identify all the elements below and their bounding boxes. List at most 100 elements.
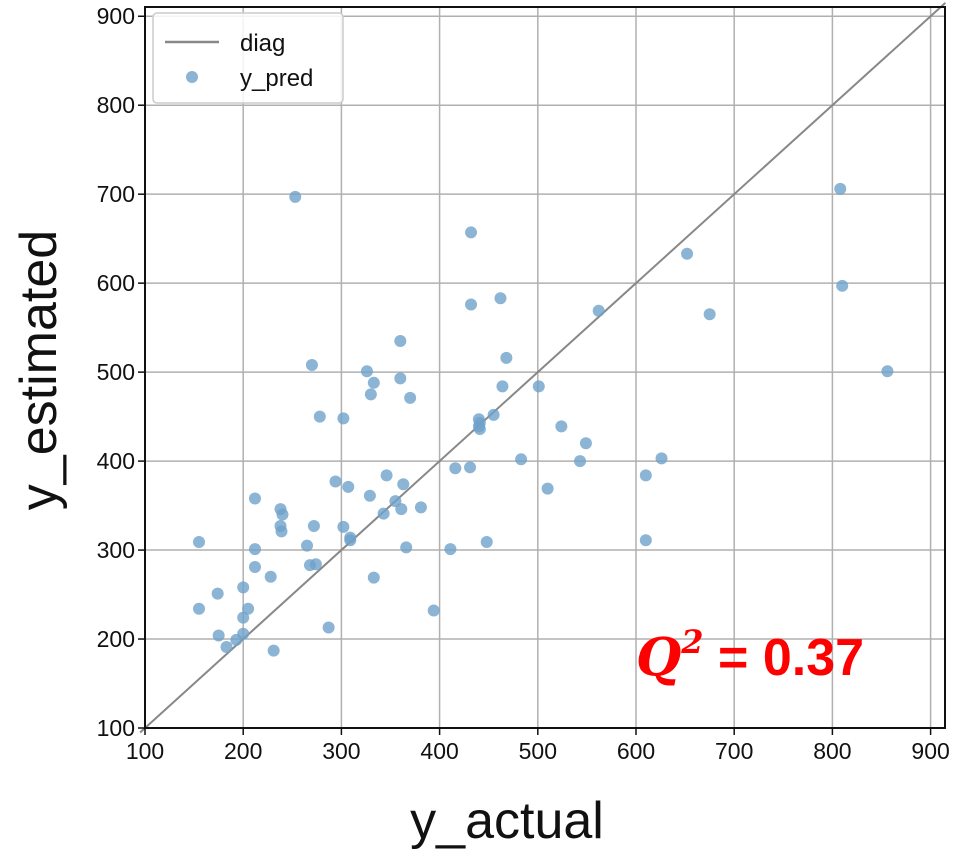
y-pred-point-17 <box>404 391 417 404</box>
y-tick-label-700: 700 <box>97 181 135 207</box>
y-pred-point-37 <box>342 480 355 493</box>
data-points <box>193 182 894 657</box>
y-pred-point-36 <box>329 475 342 488</box>
y-pred-point-29 <box>449 462 462 475</box>
y-pred-point-45 <box>395 503 408 516</box>
x-tick-label-200: 200 <box>224 738 262 764</box>
y-tick-label-100: 100 <box>97 715 135 741</box>
y-pred-point-71 <box>427 604 440 617</box>
y-pred-point-70 <box>237 611 250 624</box>
y-pred-point-55 <box>248 543 261 556</box>
y-pred-point-5 <box>494 292 507 305</box>
y-pred-point-39 <box>639 469 652 482</box>
y-pred-point-15 <box>881 365 894 378</box>
y-pred-point-31 <box>515 453 528 466</box>
y-tick-label-200: 200 <box>97 626 135 652</box>
x-tick-label-100: 100 <box>126 738 164 764</box>
y-pred-point-65 <box>367 571 380 584</box>
x-tick-label-800: 800 <box>813 738 851 764</box>
q-symbol: Q <box>636 627 681 688</box>
y-pred-point-51 <box>275 525 288 538</box>
y-pred-point-4 <box>465 298 478 311</box>
diagonal-line-layer <box>139 2 947 734</box>
y-pred-point-69 <box>242 602 255 615</box>
x-tick-label-300: 300 <box>322 738 360 764</box>
y-pred-point-75 <box>220 641 233 654</box>
y-pred-point-28 <box>579 437 592 450</box>
y-pred-point-13 <box>394 372 407 385</box>
q-value: = 0.37 <box>704 629 864 687</box>
x-tick-label-400: 400 <box>420 738 458 764</box>
plot-frame <box>144 6 946 729</box>
y-pred-point-68 <box>193 602 206 615</box>
y-pred-point-60 <box>639 534 652 547</box>
y-pred-point-46 <box>414 501 427 514</box>
y-pred-point-47 <box>377 507 390 520</box>
y-pred-point-64 <box>264 570 277 583</box>
y-tick-label-900: 900 <box>97 3 135 29</box>
y-pred-point-27 <box>555 420 568 433</box>
y-pred-point-77 <box>322 621 335 634</box>
y-pred-point-43 <box>363 489 376 502</box>
y-pred-point-10 <box>305 359 318 372</box>
y-pred-point-50 <box>337 520 350 533</box>
y-pred-point-18 <box>496 380 509 393</box>
x-tick-label-500: 500 <box>519 738 557 764</box>
y-pred-point-74 <box>230 633 243 646</box>
y-pred-point-22 <box>487 408 500 421</box>
y-pred-point-42 <box>276 508 289 521</box>
y-pred-point-33 <box>655 452 668 465</box>
y-pred-point-3 <box>681 247 694 260</box>
y-pred-point-57 <box>400 541 413 554</box>
y-pred-point-20 <box>313 410 326 423</box>
y-pred-point-32 <box>574 455 587 468</box>
y-pred-point-54 <box>193 536 206 549</box>
y-pred-point-49 <box>307 520 320 533</box>
q-exponent: 2 <box>680 623 703 661</box>
y-pred-point-16 <box>364 388 377 401</box>
y-tick-label-500: 500 <box>97 359 135 385</box>
x-tick-labels: 100 200 300 400 500 600 700 800 900 <box>126 728 950 764</box>
y-pred-point-66 <box>237 581 250 594</box>
y-axis-label: y_estimated <box>10 230 68 510</box>
grid-lines <box>145 7 945 728</box>
legend: diag y_pred <box>152 12 344 104</box>
y-pred-point-0 <box>289 190 302 203</box>
y-pred-point-58 <box>444 543 457 556</box>
y-pred-point-67 <box>211 587 224 600</box>
x-tick-label-900: 900 <box>911 738 949 764</box>
y-pred-point-1 <box>465 226 478 239</box>
y-pred-point-62 <box>309 558 322 571</box>
y-pred-point-34 <box>380 469 393 482</box>
y-pred-point-35 <box>397 478 410 491</box>
y-pred-point-26 <box>473 423 486 436</box>
y-pred-point-40 <box>248 492 261 505</box>
legend-ypred-swatch <box>186 71 198 83</box>
x-tick-label-700: 700 <box>715 738 753 764</box>
y-pred-point-11 <box>360 365 373 378</box>
y-pred-point-72 <box>212 629 225 642</box>
y-pred-point-19 <box>532 380 545 393</box>
y-tick-labels: 100 200 300 400 500 600 700 800 900 <box>97 3 145 741</box>
y-pred-point-63 <box>248 560 261 573</box>
y-pred-point-21 <box>337 412 350 425</box>
y-pred-point-2 <box>834 182 847 195</box>
y-tick-label-300: 300 <box>97 537 135 563</box>
legend-diag-label: diag <box>240 30 285 57</box>
y-pred-point-12 <box>500 351 513 364</box>
y-pred-point-7 <box>703 308 716 321</box>
legend-box <box>152 12 344 104</box>
x-tick-label-600: 600 <box>617 738 655 764</box>
x-axis-label: y_actual <box>410 792 604 850</box>
y-pred-point-56 <box>301 539 314 552</box>
y-tick-label-400: 400 <box>97 448 135 474</box>
y-pred-point-76 <box>267 644 280 657</box>
y-pred-point-38 <box>541 482 554 495</box>
legend-ypred-label: y_pred <box>240 65 313 92</box>
y-pred-point-9 <box>394 334 407 347</box>
y-pred-point-6 <box>592 304 605 317</box>
y-tick-label-800: 800 <box>97 92 135 118</box>
y-pred-point-14 <box>367 376 380 389</box>
y-pred-point-8 <box>836 279 849 292</box>
